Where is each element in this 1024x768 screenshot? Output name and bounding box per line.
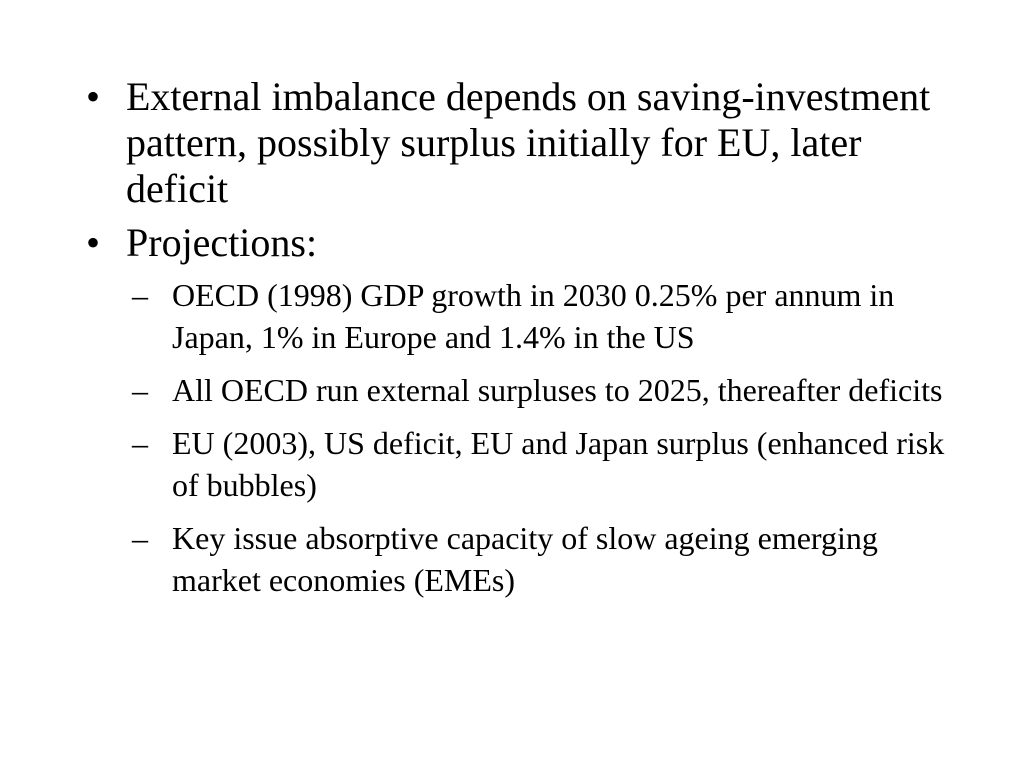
bullet-item-projections: • Projections: (86, 220, 966, 266)
slide-body: • External imbalance depends on saving-i… (86, 74, 966, 612)
bullet-text: External imbalance depends on saving-inv… (126, 74, 931, 211)
dash-icon: – (132, 520, 148, 556)
sub-bullet-text: OECD (1998) GDP growth in 2030 0.25% per… (172, 277, 895, 355)
sub-bullet-item-oecd-surpluses: – All OECD run external surpluses to 202… (86, 369, 966, 411)
dash-icon: – (132, 425, 148, 461)
sub-bullet-item-key-issue: – Key issue absorptive capacity of slow … (86, 517, 966, 601)
sub-bullet-list: – OECD (1998) GDP growth in 2030 0.25% p… (86, 274, 966, 601)
sub-bullet-text: Key issue absorptive capacity of slow ag… (172, 520, 878, 598)
bullet-icon: • (86, 74, 101, 119)
dash-icon: – (132, 277, 148, 313)
dash-icon: – (132, 372, 148, 408)
sub-bullet-text: All OECD run external surpluses to 2025,… (172, 372, 943, 408)
bullet-text: Projections: (126, 220, 318, 265)
sub-bullet-text: EU (2003), US deficit, EU and Japan surp… (172, 425, 945, 503)
sub-bullet-item-eu-2003: – EU (2003), US deficit, EU and Japan su… (86, 422, 966, 506)
sub-bullet-item-oecd-gdp: – OECD (1998) GDP growth in 2030 0.25% p… (86, 274, 966, 358)
bullet-item-external-imbalance: • External imbalance depends on saving-i… (86, 74, 966, 212)
bullet-icon: • (86, 220, 101, 265)
